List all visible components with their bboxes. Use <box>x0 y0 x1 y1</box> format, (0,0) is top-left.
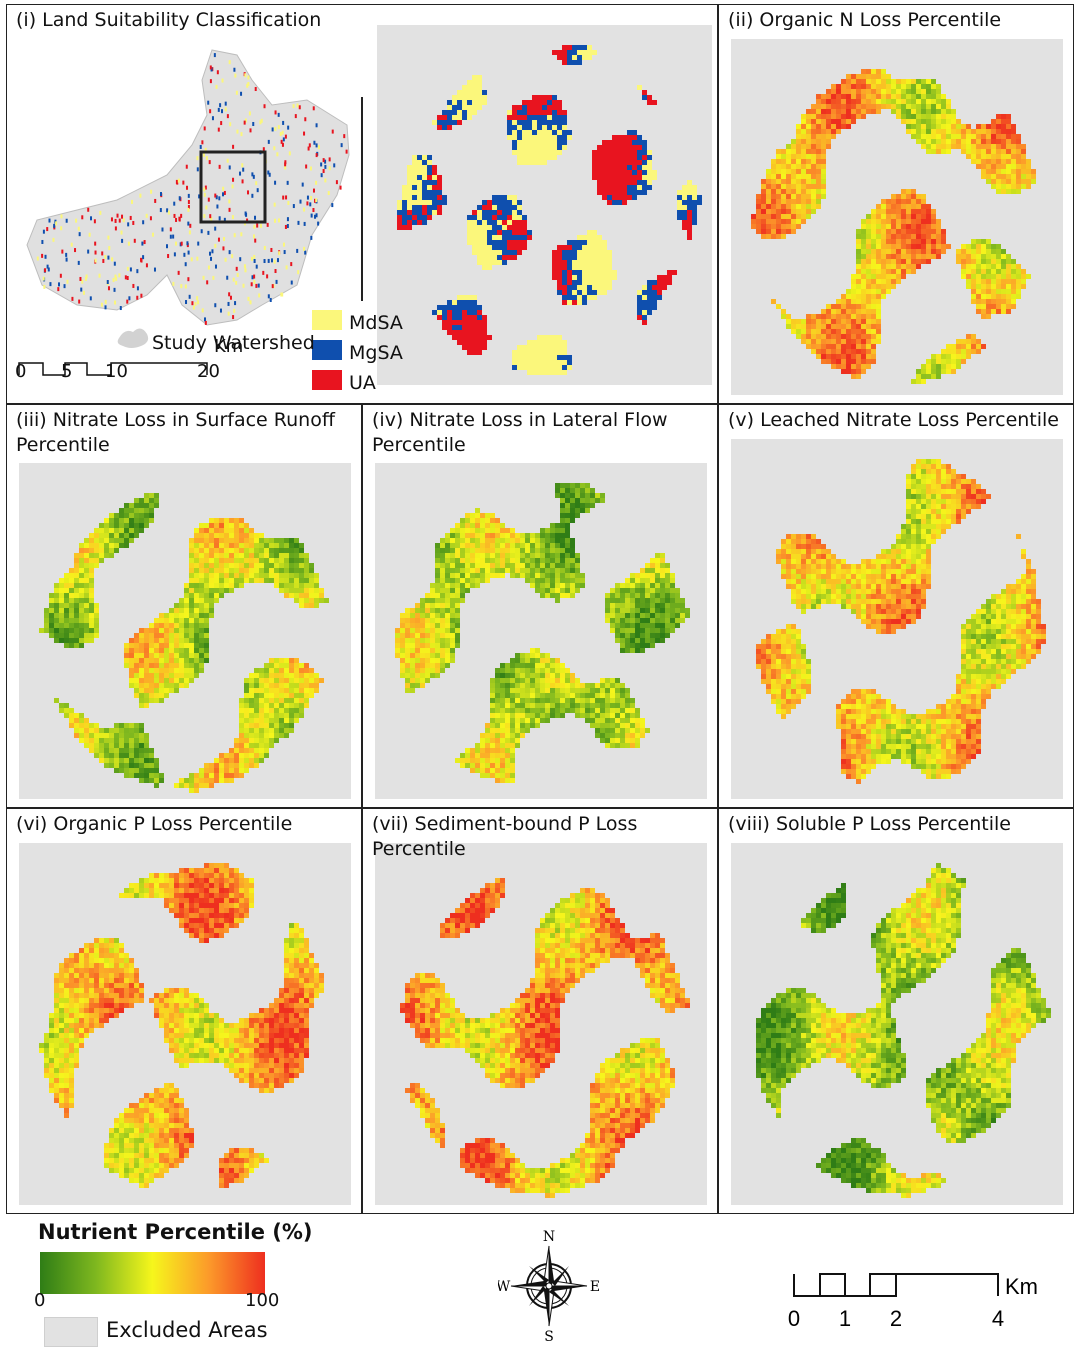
land-suitability-map <box>18 25 712 390</box>
suitability-legend-mdsa-label: MdSA <box>349 312 403 334</box>
percentile-patches <box>751 69 1036 384</box>
percentile-patches <box>756 863 1051 1198</box>
scale-tick-4: 4 <box>992 1306 1004 1331</box>
percentile-patches <box>756 459 1046 784</box>
suitability-legend-mgsa-label: MgSA <box>349 342 403 364</box>
nutrient-legend-max: 100 <box>245 1290 280 1311</box>
watershed-suitability-dots <box>36 53 348 325</box>
compass-e: E <box>590 1279 600 1295</box>
watershed-scale-bar <box>18 362 208 376</box>
watershed-scale-unit: Km <box>214 336 244 357</box>
percentile-patches <box>39 493 329 793</box>
panel-title: (vi) Organic P Loss Percentile <box>16 813 293 835</box>
map-legend: Nutrient Percentile (%) 0 100 Excluded A… <box>0 1214 1080 1355</box>
leached-nitrate-map <box>731 439 1063 799</box>
north-arrow-compass-icon: N S E W <box>498 1229 600 1342</box>
panel-sediment-bound-p-loss: (vii) Sediment-bound P Loss Percentile <box>362 808 718 1214</box>
panel-title: (ii) Organic N Loss Percentile <box>728 9 1002 31</box>
panel-title: (v) Leached Nitrate Loss Percentile <box>728 409 1059 431</box>
panel-soluble-p-loss: (viii) Soluble P Loss Percentile <box>718 808 1074 1214</box>
watershed-scale-tick-10: 10 <box>105 361 128 382</box>
suitability-legend-ua-label: UA <box>349 372 376 394</box>
organic-p-loss-map <box>19 843 351 1205</box>
panel-organic-p-loss: (vi) Organic P Loss Percentile <box>6 808 362 1214</box>
suitability-patches <box>397 45 702 375</box>
panel-nitrate-surface-runoff: (iii) Nitrate Loss in Surface Runoff Per… <box>6 404 362 808</box>
organic-n-loss-map <box>731 39 1063 395</box>
scale-tick-2: 2 <box>890 1306 902 1331</box>
scale-tick-0: 0 <box>788 1306 800 1331</box>
map-scale-bar: 0 1 2 4 Km <box>788 1273 1038 1331</box>
scale-unit: Km <box>1005 1274 1038 1299</box>
soluble-p-loss-map <box>731 843 1063 1205</box>
nutrient-color-ramp <box>40 1252 265 1294</box>
nitrate-surface-runoff-map <box>19 463 351 799</box>
map-grid: (i) Land Suitability Classification Stud… <box>6 4 1074 1214</box>
panel-title: (i) Land Suitability Classification <box>16 9 322 31</box>
excluded-areas-swatch <box>44 1317 98 1347</box>
panel-organic-n-loss: (ii) Organic N Loss Percentile <box>718 4 1074 404</box>
watershed-scale-tick-5: 5 <box>61 361 73 382</box>
percentile-patches <box>400 878 690 1198</box>
excluded-areas-label: Excluded Areas <box>106 1318 268 1342</box>
panel-title: (iv) Nitrate Loss in Lateral Flow Percen… <box>372 409 668 456</box>
compass-w: W <box>498 1279 511 1295</box>
watershed-scale-tick-20: 20 <box>197 361 220 382</box>
watershed-scale-tick-0: 0 <box>15 361 27 382</box>
study-watershed-label: Study Watershed <box>152 332 315 354</box>
zoom-extent-box <box>199 150 267 224</box>
compass-n: N <box>543 1229 555 1245</box>
study-watershed-swatch <box>117 328 149 348</box>
sediment-bound-p-loss-map <box>375 843 707 1205</box>
panel-nitrate-lateral-flow: (iv) Nitrate Loss in Lateral Flow Percen… <box>362 404 718 808</box>
scale-tick-1: 1 <box>839 1306 851 1331</box>
panel-leached-nitrate: (v) Leached Nitrate Loss Percentile <box>718 404 1074 808</box>
suitability-swatch-mdsa <box>312 310 342 330</box>
nitrate-lateral-flow-map <box>375 463 707 799</box>
panel-land-suitability: (i) Land Suitability Classification Stud… <box>6 4 718 404</box>
panel-title: (iii) Nitrate Loss in Surface Runoff Per… <box>16 409 335 456</box>
suitability-swatch-ua <box>312 370 342 390</box>
panel-title: (vii) Sediment-bound P Loss Percentile <box>372 813 638 860</box>
nutrient-legend-min: 0 <box>34 1290 46 1311</box>
panel-title: (viii) Soluble P Loss Percentile <box>728 813 1011 835</box>
suitability-swatch-mgsa <box>312 340 342 360</box>
percentile-patches <box>395 483 690 783</box>
percentile-patches <box>39 863 324 1188</box>
nutrient-legend-title: Nutrient Percentile (%) <box>38 1220 313 1244</box>
compass-s: S <box>544 1329 554 1342</box>
